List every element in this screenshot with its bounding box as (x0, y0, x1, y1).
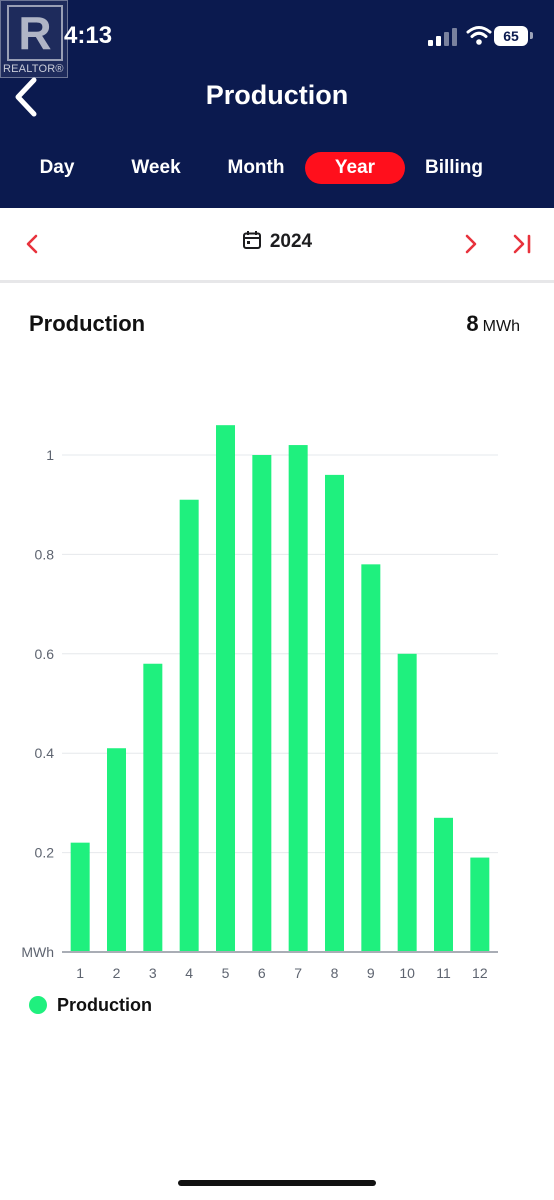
bar-month-5[interactable] (216, 425, 235, 952)
y-tick-label: 0.4 (35, 745, 55, 761)
legend-swatch (29, 996, 47, 1014)
tab-month[interactable]: Month (227, 157, 285, 178)
y-axis-unit-label: MWh (21, 944, 54, 960)
realtor-watermark: R REALTOR® (0, 0, 68, 78)
bar-month-7[interactable] (288, 445, 308, 952)
production-heading: Production (29, 311, 146, 336)
bar-month-2[interactable] (107, 748, 126, 952)
battery-icon: 65 (494, 26, 528, 46)
x-tick-label: 3 (149, 965, 157, 980)
period-tabs: Day Week Month Year Billing (0, 152, 554, 186)
calendar-icon (242, 231, 261, 249)
status-time: 4:13 (64, 22, 113, 49)
bar-month-6[interactable] (252, 455, 272, 952)
app-header: R REALTOR® 4:13 65 Production Day Week M… (0, 0, 554, 208)
bar-month-4[interactable] (179, 499, 199, 952)
x-tick-label: 10 (399, 965, 415, 980)
battery-tip (530, 32, 533, 39)
realtor-logo-text: REALTOR® (3, 63, 64, 75)
bar-month-12[interactable] (470, 857, 490, 952)
bar-month-11[interactable] (434, 817, 453, 952)
x-tick-label: 5 (222, 965, 230, 980)
bar-month-3[interactable] (143, 663, 163, 952)
x-tick-label: 11 (436, 965, 451, 980)
x-tick-label: 1 (76, 965, 84, 980)
year-label: 2024 (269, 231, 313, 252)
y-tick-label: 0.2 (35, 845, 55, 861)
previous-period-button[interactable] (22, 232, 42, 256)
bar-month-10[interactable] (397, 653, 417, 952)
x-tick-label: 6 (258, 965, 266, 980)
x-tick-label: 12 (472, 965, 488, 980)
wifi-icon (466, 26, 492, 45)
skip-to-end-button[interactable] (510, 232, 534, 256)
tab-year[interactable]: Year (305, 152, 405, 184)
production-total-unit: MWh (482, 318, 520, 335)
bar-month-9[interactable] (361, 564, 381, 952)
x-tick-label: 4 (185, 965, 193, 980)
tab-billing[interactable]: Billing (424, 157, 484, 178)
bar-month-8[interactable] (325, 474, 344, 952)
x-tick-label: 9 (367, 965, 375, 980)
period-label[interactable]: 2024 (0, 230, 554, 253)
y-tick-label: 0.8 (35, 546, 55, 562)
production-total-value: 8 (466, 311, 479, 336)
y-tick-label: 1 (46, 447, 54, 463)
home-indicator (178, 1180, 376, 1186)
tab-day[interactable]: Day (39, 157, 75, 178)
date-navigator: 2024 (0, 208, 554, 283)
bar-month-1[interactable] (70, 842, 90, 952)
x-tick-label: 2 (113, 965, 121, 980)
signal-icon (428, 28, 458, 46)
y-tick-label: 0.6 (35, 646, 55, 662)
page-title: Production (205, 80, 349, 110)
realtor-logo-letter: R (7, 5, 63, 61)
tab-week[interactable]: Week (131, 157, 181, 178)
next-period-button[interactable] (461, 232, 481, 256)
production-total: 8 MWh (466, 311, 520, 337)
x-tick-label: 7 (294, 965, 302, 980)
legend-label: Production (57, 995, 152, 1015)
back-button[interactable] (10, 76, 42, 118)
x-tick-label: 8 (331, 965, 339, 980)
